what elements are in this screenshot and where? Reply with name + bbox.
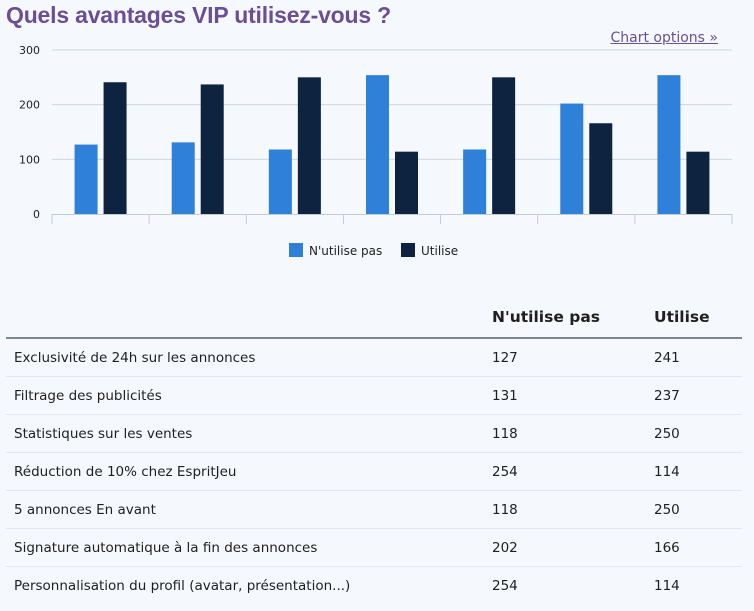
table-header-nutilise: N'utilise pas <box>492 297 654 339</box>
table-cell-label: Réduction de 10% chez EspritJeu <box>6 452 492 491</box>
bar-nutilise <box>463 149 487 214</box>
table-cell-nutilise: 127 <box>492 338 654 377</box>
y-tick-label: 300 <box>19 44 40 57</box>
bar-nutilise <box>171 142 195 214</box>
legend-label: N'utilise pas <box>309 244 382 258</box>
y-tick-label: 100 <box>19 153 40 166</box>
table-cell-nutilise: 131 <box>492 376 654 415</box>
bar-nutilise <box>657 75 681 214</box>
table-cell-nutilise: 118 <box>492 414 654 453</box>
table-header-category <box>6 297 492 339</box>
legend-swatch <box>289 243 303 257</box>
bar-nutilise <box>560 103 584 214</box>
table-cell-label: Signature automatique à la fin des annon… <box>6 528 492 567</box>
table-row: Signature automatique à la fin des annon… <box>6 528 742 567</box>
table-cell-utilise: 237 <box>654 376 742 415</box>
table-cell-utilise: 241 <box>654 338 742 377</box>
bar-utilise <box>395 151 418 214</box>
bar-utilise <box>103 82 127 215</box>
y-tick-label: 0 <box>33 208 40 221</box>
y-tick-label: 200 <box>19 99 40 112</box>
legend-swatch <box>401 243 415 257</box>
bar-utilise <box>492 77 516 214</box>
table-cell-nutilise: 202 <box>492 528 654 567</box>
table-header-utilise: Utilise <box>654 297 742 339</box>
table-cell-nutilise: 254 <box>492 452 654 491</box>
bar-utilise <box>589 123 613 214</box>
data-table: N'utilise pas Utilise Exclusivité de 24h… <box>6 297 742 604</box>
table-row: 5 annonces En avant 118 250 <box>6 490 742 529</box>
bar-nutilise <box>366 75 389 214</box>
table-cell-utilise: 114 <box>654 452 742 491</box>
chart-options-link[interactable]: Chart options » <box>610 30 718 46</box>
bar-chart: 0 100 200 300 N'utilise pas Utilise <box>19 44 733 258</box>
table-cell-label: Personnalisation du profil (avatar, prés… <box>14 577 351 594</box>
table-cell-utilise: 166 <box>654 528 742 567</box>
bar-utilise <box>297 77 321 214</box>
bar-utilise <box>200 84 224 214</box>
table-row: Statistiques sur les ventes 118 250 <box>6 414 742 453</box>
table-cell-utilise: 250 <box>654 414 742 453</box>
table-header-row: N'utilise pas Utilise <box>6 297 742 339</box>
table-row: Exclusivité de 24h sur les annonces 127 … <box>6 338 742 377</box>
table-cell-label: 5 annonces En avant <box>6 490 492 529</box>
page-title: Quels avantages VIP utilisez-vous ? <box>6 2 391 28</box>
table-cell-label: Statistiques sur les ventes <box>6 414 492 453</box>
bar-nutilise <box>268 149 292 214</box>
legend-label: Utilise <box>421 244 458 258</box>
bar-nutilise <box>74 144 98 214</box>
table-cell-utilise: 114 <box>654 577 680 594</box>
table-cell-label: Filtrage des publicités <box>6 376 492 415</box>
table-row: Réduction de 10% chez EspritJeu 254 114 <box>6 452 742 491</box>
table-row: Personnalisation du profil (avatar, prés… <box>6 567 742 605</box>
table-cell-nutilise: 118 <box>492 490 654 529</box>
table-row: Filtrage des publicités 131 237 <box>6 376 742 415</box>
table-cell-label: Exclusivité de 24h sur les annonces <box>6 338 492 377</box>
bar-utilise <box>686 151 710 214</box>
table-cell-utilise: 250 <box>654 490 742 529</box>
table-cell-nutilise: 254 <box>492 577 518 594</box>
